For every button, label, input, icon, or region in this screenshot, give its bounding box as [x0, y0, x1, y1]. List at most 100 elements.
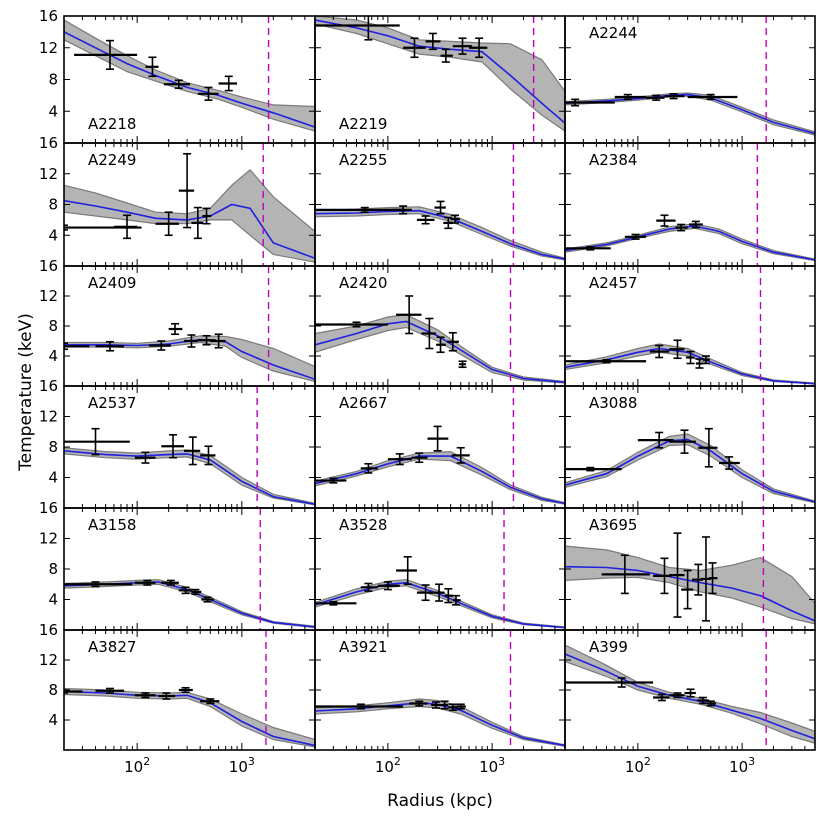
plot-area — [315, 16, 565, 143]
panel-label: A3158 — [88, 516, 136, 534]
y-tick-label: 4 — [48, 469, 58, 487]
plot-area — [565, 266, 815, 386]
data-point — [440, 700, 449, 710]
plot-area — [565, 508, 815, 630]
plot-area — [565, 16, 815, 143]
data-point — [425, 32, 441, 51]
panel-a2667: A2667 — [314, 385, 566, 509]
model-uncertainty-band — [64, 687, 315, 748]
data-point — [183, 436, 201, 466]
panel-label: A3695 — [589, 516, 637, 534]
data-point — [565, 677, 654, 688]
panel-a399: 102 103 A399 — [564, 629, 816, 776]
data-point — [191, 206, 204, 240]
data-point — [168, 322, 183, 336]
data-point — [178, 586, 192, 595]
data-point — [161, 433, 184, 459]
data-point — [689, 220, 703, 229]
y-tick-label: 16 — [39, 257, 58, 275]
data-point — [695, 358, 704, 369]
plot-area — [64, 630, 315, 750]
data-point — [669, 532, 685, 618]
data-point — [202, 207, 212, 225]
data-point — [416, 584, 433, 602]
data-point — [149, 340, 171, 351]
x-axis-label: Radius (kpc) — [387, 791, 493, 811]
model-line — [565, 93, 815, 135]
data-point — [200, 445, 216, 466]
data-point — [646, 94, 665, 101]
data-point — [178, 686, 193, 694]
data-point — [440, 48, 453, 63]
panel-label: A3921 — [339, 638, 387, 656]
data-point — [387, 453, 412, 466]
y-tick-label: 16 — [39, 499, 58, 517]
panel-a2457: A2457 — [564, 265, 816, 387]
panel-label: A2218 — [88, 115, 136, 133]
panel-a2219: A2219 — [314, 15, 566, 144]
panel-grid: 4 8 12 16 A2218 A2219 A2244 4 8 12 16 A2249 A2255 A23… — [39, 7, 816, 776]
data-point — [681, 569, 694, 610]
data-point — [178, 152, 195, 229]
model-line — [565, 565, 815, 622]
data-point — [158, 692, 176, 700]
data-point — [664, 92, 685, 100]
data-point — [708, 562, 718, 595]
model-uncertainty-band — [64, 169, 315, 263]
x-tick-label: 102 — [375, 755, 401, 776]
data-point — [456, 703, 466, 710]
data-point — [687, 93, 738, 101]
model-uncertainty-band — [64, 335, 315, 383]
y-tick-label: 8 — [48, 196, 58, 214]
panel-label: A3088 — [589, 394, 637, 412]
data-point — [95, 687, 125, 694]
panel-a2420: A2420 — [314, 265, 566, 387]
y-tick-label: 8 — [48, 438, 58, 456]
plot-area — [315, 143, 565, 266]
data-point — [565, 98, 615, 107]
data-point — [698, 427, 718, 468]
data-point — [134, 692, 156, 699]
plot-area — [315, 266, 565, 386]
x-tick-label: 103 — [479, 755, 505, 776]
data-point — [458, 360, 467, 369]
data-point — [669, 339, 685, 360]
panel-label: A2244 — [589, 24, 637, 42]
data-point — [377, 581, 400, 591]
data-point — [686, 350, 695, 365]
data-point — [210, 333, 226, 349]
panel-a3827: 4 8 12 16 102 103 A3827 — [39, 621, 316, 776]
panel-a3088: A3088 — [564, 385, 816, 509]
panel-label: A2667 — [339, 394, 387, 412]
data-point — [565, 358, 647, 364]
data-point — [315, 600, 357, 606]
data-point — [403, 37, 426, 59]
panel-label: A2249 — [88, 151, 136, 169]
data-point — [450, 214, 460, 224]
panel-label: A2255 — [339, 151, 387, 169]
y-tick-label: 16 — [39, 621, 58, 639]
panel-label: A2219 — [339, 115, 387, 133]
data-point — [64, 342, 90, 351]
model-uncertainty-band — [565, 644, 815, 744]
y-tick-label: 12 — [39, 530, 58, 548]
data-point — [637, 431, 674, 449]
y-tick-label: 8 — [48, 681, 58, 699]
plot-area — [64, 16, 315, 143]
model-line — [315, 19, 565, 124]
data-point — [163, 79, 191, 90]
data-point — [113, 214, 138, 240]
panel-label: A3827 — [88, 638, 136, 656]
data-point — [718, 456, 740, 470]
data-point — [421, 317, 437, 350]
plot-area — [565, 386, 815, 508]
panel-label: A2537 — [88, 394, 136, 412]
data-point — [432, 583, 445, 602]
panel-label: A2457 — [589, 274, 637, 292]
plot-area — [64, 266, 315, 386]
plot-area — [315, 386, 565, 508]
x-tick-label: 102 — [625, 755, 651, 776]
y-tick-label: 16 — [39, 377, 58, 395]
data-point — [191, 588, 202, 595]
